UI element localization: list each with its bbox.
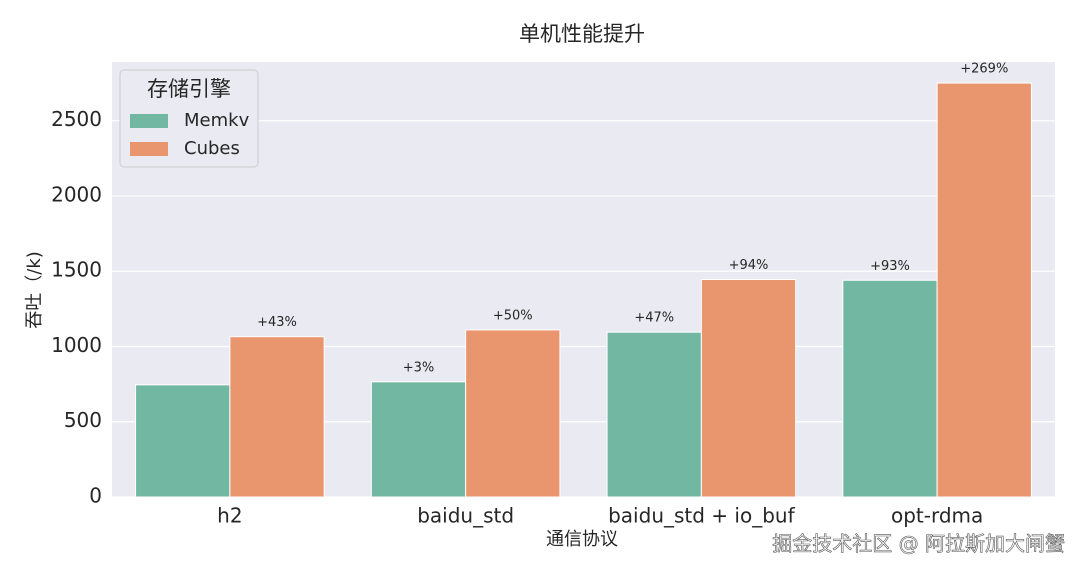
y-tick-label: 2000 (51, 182, 102, 206)
legend-label: Cubes (184, 138, 240, 159)
x-axis-label: 通信协议 (546, 529, 618, 550)
x-tick-label: baidu_std (417, 504, 514, 528)
chart-title: 单机性能提升 (519, 22, 645, 46)
watermark: 掘金技术社区 @ 阿拉斯加大闸蟹 (772, 532, 1065, 556)
bar (135, 384, 231, 498)
bar-annotation: +47% (634, 311, 674, 326)
bar-annotation: +269% (960, 62, 1008, 77)
bar (370, 381, 467, 498)
y-axis-label: 吞吐（/k) (24, 251, 45, 329)
bar-annotation: +3% (403, 360, 435, 375)
bar (700, 279, 797, 498)
x-tick-label: h2 (217, 504, 242, 528)
y-tick-label: 500 (64, 408, 102, 432)
y-tick-label: 2500 (51, 107, 102, 131)
x-tick-label: opt-rdma (891, 504, 983, 528)
y-tick-label: 1000 (51, 333, 102, 357)
y-tick-label: 0 (89, 484, 102, 508)
bar (936, 82, 1032, 498)
bar (606, 331, 702, 498)
x-tick-label: baidu_std + io_buf (608, 504, 795, 528)
bar (229, 336, 325, 498)
bars (112, 82, 1055, 498)
legend: 存储引擎 Memkv Cubes (119, 69, 259, 168)
bar-annotation: +94% (729, 258, 769, 273)
bar (842, 279, 938, 498)
bar-annotation: +50% (493, 308, 533, 323)
legend-title: 存储引擎 (147, 77, 231, 101)
bar-annotation: +93% (870, 259, 910, 274)
y-tick-label: 1500 (51, 258, 102, 282)
bar (465, 329, 561, 498)
legend-label: Memkv (184, 110, 250, 131)
bar-annotation: +43% (257, 315, 297, 330)
legend-swatch (130, 142, 168, 156)
legend-swatch (130, 114, 168, 128)
